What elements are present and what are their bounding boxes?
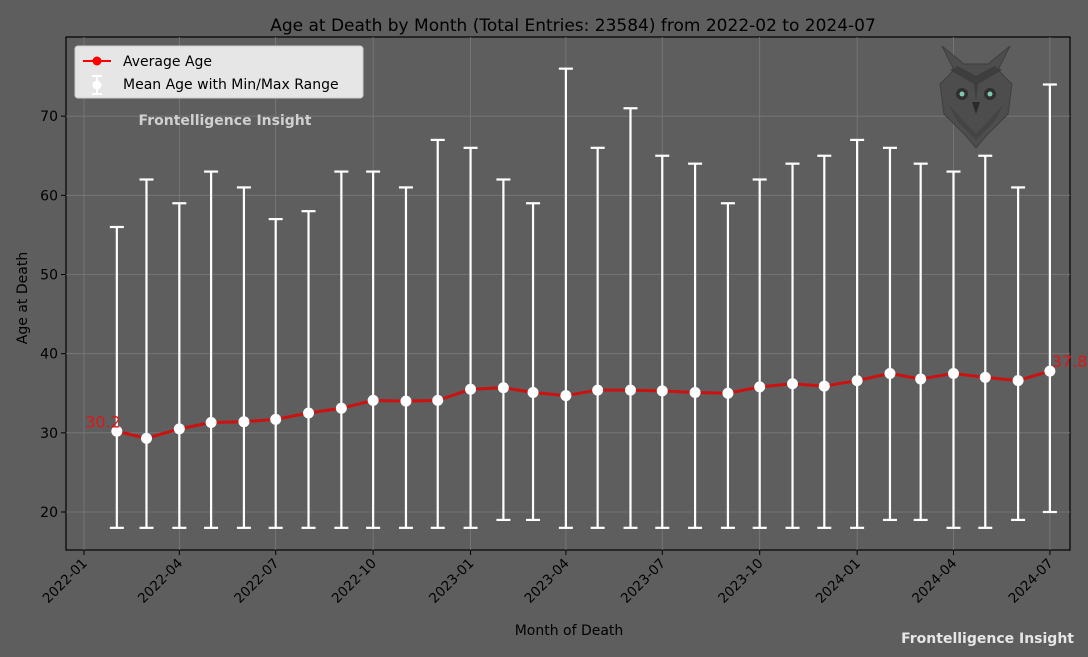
mean-point: [851, 375, 863, 387]
mean-point: [624, 384, 636, 396]
mean-point: [979, 371, 991, 383]
legend-dot-marker: [92, 56, 102, 66]
mean-point: [948, 367, 960, 379]
mean-point: [689, 386, 701, 398]
mean-point: [818, 380, 830, 392]
series-layer: 30.2 37.8: [85, 67, 1088, 529]
mean-point: [367, 394, 379, 406]
x-tick-label: 2022-07: [231, 556, 282, 607]
mean-point: [111, 425, 123, 437]
mean-point: [754, 381, 766, 393]
x-tick-label: 2023-04: [522, 556, 573, 607]
x-tick-label: 2024-01: [813, 556, 864, 607]
mean-point: [592, 384, 604, 396]
mean-point: [205, 417, 217, 429]
mean-point: [465, 383, 477, 395]
x-tick-label: 2024-07: [1006, 556, 1057, 607]
footer-brand: Frontelligence Insight: [901, 631, 1074, 647]
legend-errorbar-dot: [92, 80, 102, 90]
watermark-text: Frontelligence Insight: [139, 113, 312, 129]
mean-point: [722, 387, 734, 399]
mean-point: [787, 378, 799, 390]
mean-point: [173, 423, 185, 435]
y-axis-label: Age at Death: [15, 252, 31, 344]
mean-point: [303, 407, 315, 419]
mean-point: [497, 382, 509, 394]
x-tick-label: 2023-10: [715, 556, 766, 607]
x-tick-label: 2024-04: [909, 556, 960, 607]
y-tick-label: 40: [40, 347, 58, 363]
mean-point: [656, 385, 668, 397]
legend-box: [74, 45, 364, 99]
y-tick-label: 50: [40, 268, 58, 284]
mean-point: [238, 416, 250, 428]
mean-point: [1044, 365, 1056, 377]
x-tick-label: 2022-01: [40, 556, 91, 607]
mean-point: [335, 402, 347, 414]
mean-point: [527, 386, 539, 398]
y-tick-label: 70: [40, 109, 58, 125]
mean-point: [560, 390, 572, 402]
mean-point: [884, 367, 896, 379]
mean-point: [432, 394, 444, 406]
y-tick-label: 30: [40, 426, 58, 442]
data-label: 37.8: [1052, 352, 1088, 371]
y-tick-label: 60: [40, 188, 58, 204]
mean-point: [1012, 375, 1024, 387]
mean-point: [270, 413, 282, 425]
x-tick-label: 2023-07: [618, 556, 669, 607]
legend-label-range: Mean Age with Min/Max Range: [123, 77, 339, 93]
x-tick-label: 2023-01: [426, 556, 477, 607]
legend: Average Age Mean Age with Min/Max Range: [74, 45, 364, 99]
legend-label-average: Average Age: [123, 54, 212, 70]
mean-point: [400, 395, 412, 407]
plot-area: [65, 36, 1071, 551]
x-tick-label: 2022-04: [135, 556, 186, 607]
x-tick-label: 2022-10: [329, 556, 380, 607]
chart-title: Age at Death by Month (Total Entries: 23…: [270, 16, 876, 36]
y-tick-label: 20: [40, 505, 58, 521]
mean-point: [915, 373, 927, 385]
owl-logo: [939, 45, 1013, 149]
x-axis-label: Month of Death: [515, 623, 624, 639]
data-label: 30.2: [85, 412, 121, 431]
mean-point: [140, 432, 152, 444]
